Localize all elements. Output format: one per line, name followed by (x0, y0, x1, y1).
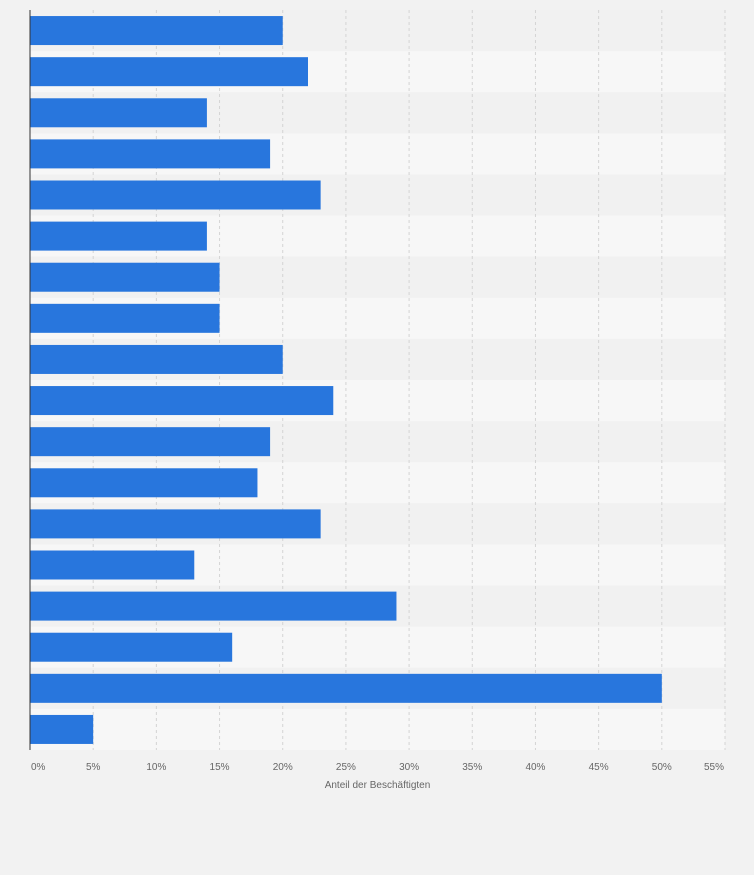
bar (30, 16, 283, 46)
x-axis-label: Anteil der Beschäftigten (325, 780, 431, 791)
x-tick-label: 10% (146, 762, 166, 773)
bar (30, 427, 271, 457)
bar (30, 139, 271, 169)
bar (30, 221, 207, 251)
x-tick-label: 35% (462, 762, 482, 773)
x-tick-label: 5% (86, 762, 101, 773)
bar (30, 344, 283, 374)
bars (30, 16, 662, 744)
x-tick-label: 15% (210, 762, 230, 773)
x-tick-label: 50% (652, 762, 672, 773)
x-tick-label: 55% (704, 762, 724, 773)
x-tick-label: 25% (336, 762, 356, 773)
x-tick-label: 45% (589, 762, 609, 773)
bar (30, 673, 662, 703)
bar (30, 386, 334, 416)
bar (30, 98, 207, 128)
bar (30, 262, 220, 292)
x-tick-label: 40% (525, 762, 545, 773)
bar (30, 550, 195, 580)
x-tick-label: 0% (31, 762, 46, 773)
bar (30, 632, 233, 662)
bar (30, 591, 397, 621)
bar (30, 57, 308, 87)
bar (30, 509, 321, 539)
bar (30, 714, 94, 744)
row-band (30, 708, 725, 750)
x-tick-labels: 0% 5% 10% 15% 20% 25% 30% 35% 40% 45% 50% 55% (31, 762, 724, 773)
x-tick-label: 30% (399, 762, 419, 773)
bar (30, 468, 258, 498)
x-tick-label: 20% (273, 762, 293, 773)
bar (30, 180, 321, 210)
bar (30, 303, 220, 333)
